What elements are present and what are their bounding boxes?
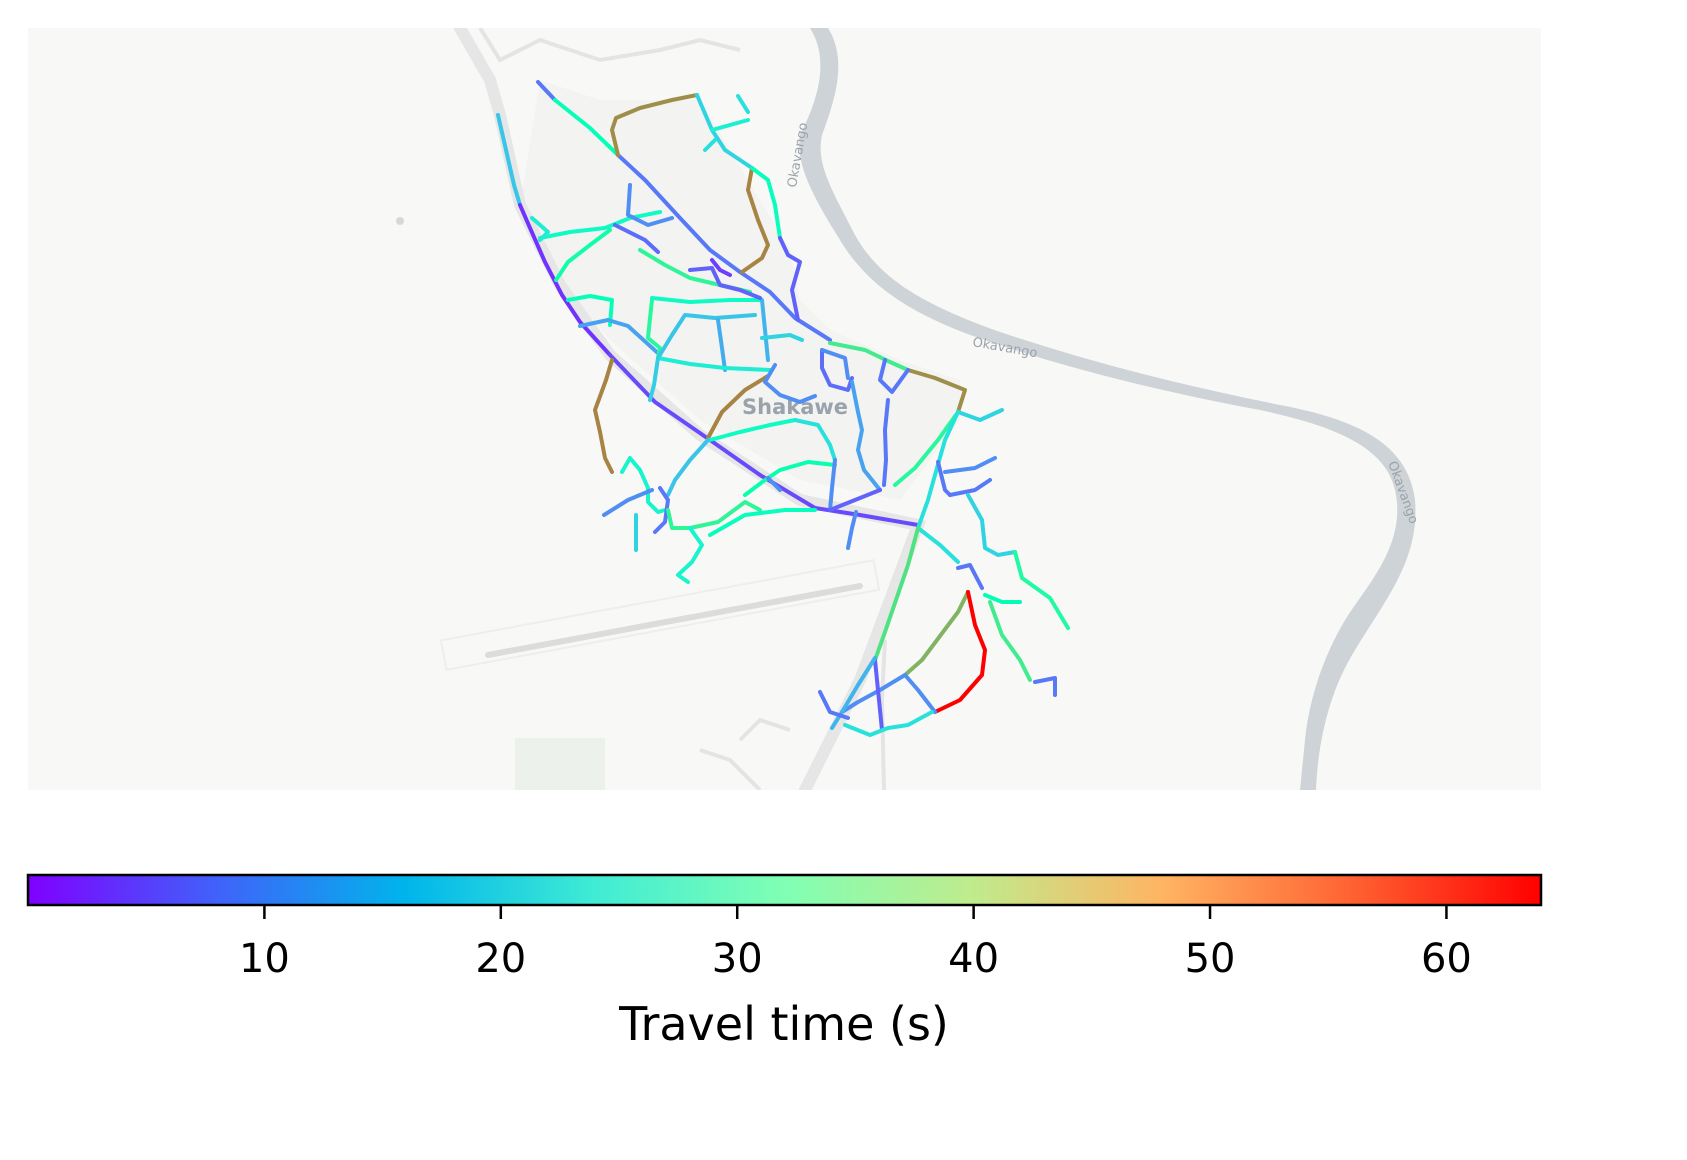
road-edge (656, 313, 757, 360)
road-edge (650, 296, 762, 304)
river (799, 28, 1416, 790)
road-edge (656, 356, 772, 372)
road-edge (843, 710, 934, 737)
road-edge (648, 356, 660, 402)
road-edge (846, 510, 858, 550)
road-edge (1033, 676, 1057, 697)
road-edge (710, 118, 750, 132)
colorbar: 10 20 30 40 50 60 Travel time (s) (26, 873, 1543, 1051)
map-dot (396, 217, 404, 225)
road-edge (933, 590, 987, 714)
road-edge (646, 298, 662, 360)
colorbar-ticks: 10 20 30 40 50 60 (239, 905, 1472, 982)
road-edge (566, 294, 614, 327)
road-edge (620, 456, 667, 514)
road-edge (750, 166, 782, 240)
road-edge (906, 368, 967, 414)
road-edge (708, 508, 817, 537)
road-edge (703, 138, 717, 152)
road-edge (760, 333, 804, 342)
colorbar-tick-label: 30 (712, 936, 763, 982)
road-edge (850, 380, 882, 492)
road-edge (916, 410, 960, 530)
road-edge (578, 318, 662, 357)
road-network (496, 80, 1070, 737)
basemap: Shakawe Okavango Okavango Okavango (28, 28, 1541, 790)
road-edge (708, 418, 797, 442)
road-edge (760, 298, 770, 362)
road-edge (903, 590, 970, 677)
road-edge (793, 418, 837, 462)
road-edge (983, 593, 1022, 604)
road-edge (828, 488, 882, 512)
road-edge (873, 658, 884, 732)
road-edge (818, 690, 850, 720)
road-edge (538, 210, 662, 240)
colorbar-tick-label: 10 (239, 936, 290, 982)
road-edge (593, 358, 614, 474)
road-edge (956, 563, 984, 590)
road-edge (736, 94, 750, 114)
road-edge (626, 183, 674, 227)
road-edge (610, 93, 699, 157)
road-edge (740, 166, 770, 274)
road-edge (666, 500, 762, 530)
road-edge (840, 673, 937, 714)
road-edge (553, 98, 620, 157)
runway (485, 583, 863, 658)
road-edge (496, 113, 522, 207)
road-edge (820, 348, 854, 392)
road-edge (873, 526, 920, 662)
colorbar-label: Travel time (s) (618, 997, 949, 1051)
road-edge (518, 203, 612, 357)
road-edge (554, 228, 612, 282)
road-edge (948, 478, 992, 497)
colorbar-tick-label: 60 (1421, 936, 1472, 982)
road-edge (830, 656, 877, 730)
road-edge (676, 526, 704, 584)
base-road-secondary (478, 28, 887, 790)
road-edge (988, 600, 1032, 682)
road-edge (743, 460, 837, 497)
road-edge (688, 266, 762, 300)
road-edge (710, 258, 732, 277)
road-edge (613, 223, 660, 254)
park-area (515, 738, 605, 790)
road-edge (716, 318, 727, 372)
road-edge (882, 398, 890, 487)
road-edge (695, 93, 754, 170)
road-edge (778, 236, 802, 322)
road-edge (936, 460, 952, 497)
road-edge (943, 456, 997, 474)
road-edge (763, 363, 817, 404)
runway-outline (439, 558, 881, 672)
road-edge (1013, 550, 1070, 630)
road-edge (828, 341, 910, 372)
road-edge (536, 80, 557, 102)
colorbar-tick-label: 40 (948, 936, 999, 982)
road-edge (608, 353, 920, 527)
colorbar-tick-label: 50 (1185, 936, 1236, 982)
road-edge (916, 526, 960, 564)
road-edge (966, 493, 1017, 557)
road-edge (893, 410, 960, 487)
road-edge (530, 216, 550, 242)
road-edge (616, 153, 832, 342)
colorbar-gradient (26, 873, 1543, 907)
road-edge (956, 408, 1004, 422)
road-edge (766, 476, 782, 492)
road-edge (820, 348, 850, 380)
road-edge (878, 358, 910, 394)
road-edge (828, 458, 837, 512)
road-edge (602, 488, 654, 517)
road-edge (666, 438, 710, 497)
colorbar-tick-label: 20 (475, 936, 526, 982)
road-edge (706, 374, 770, 440)
